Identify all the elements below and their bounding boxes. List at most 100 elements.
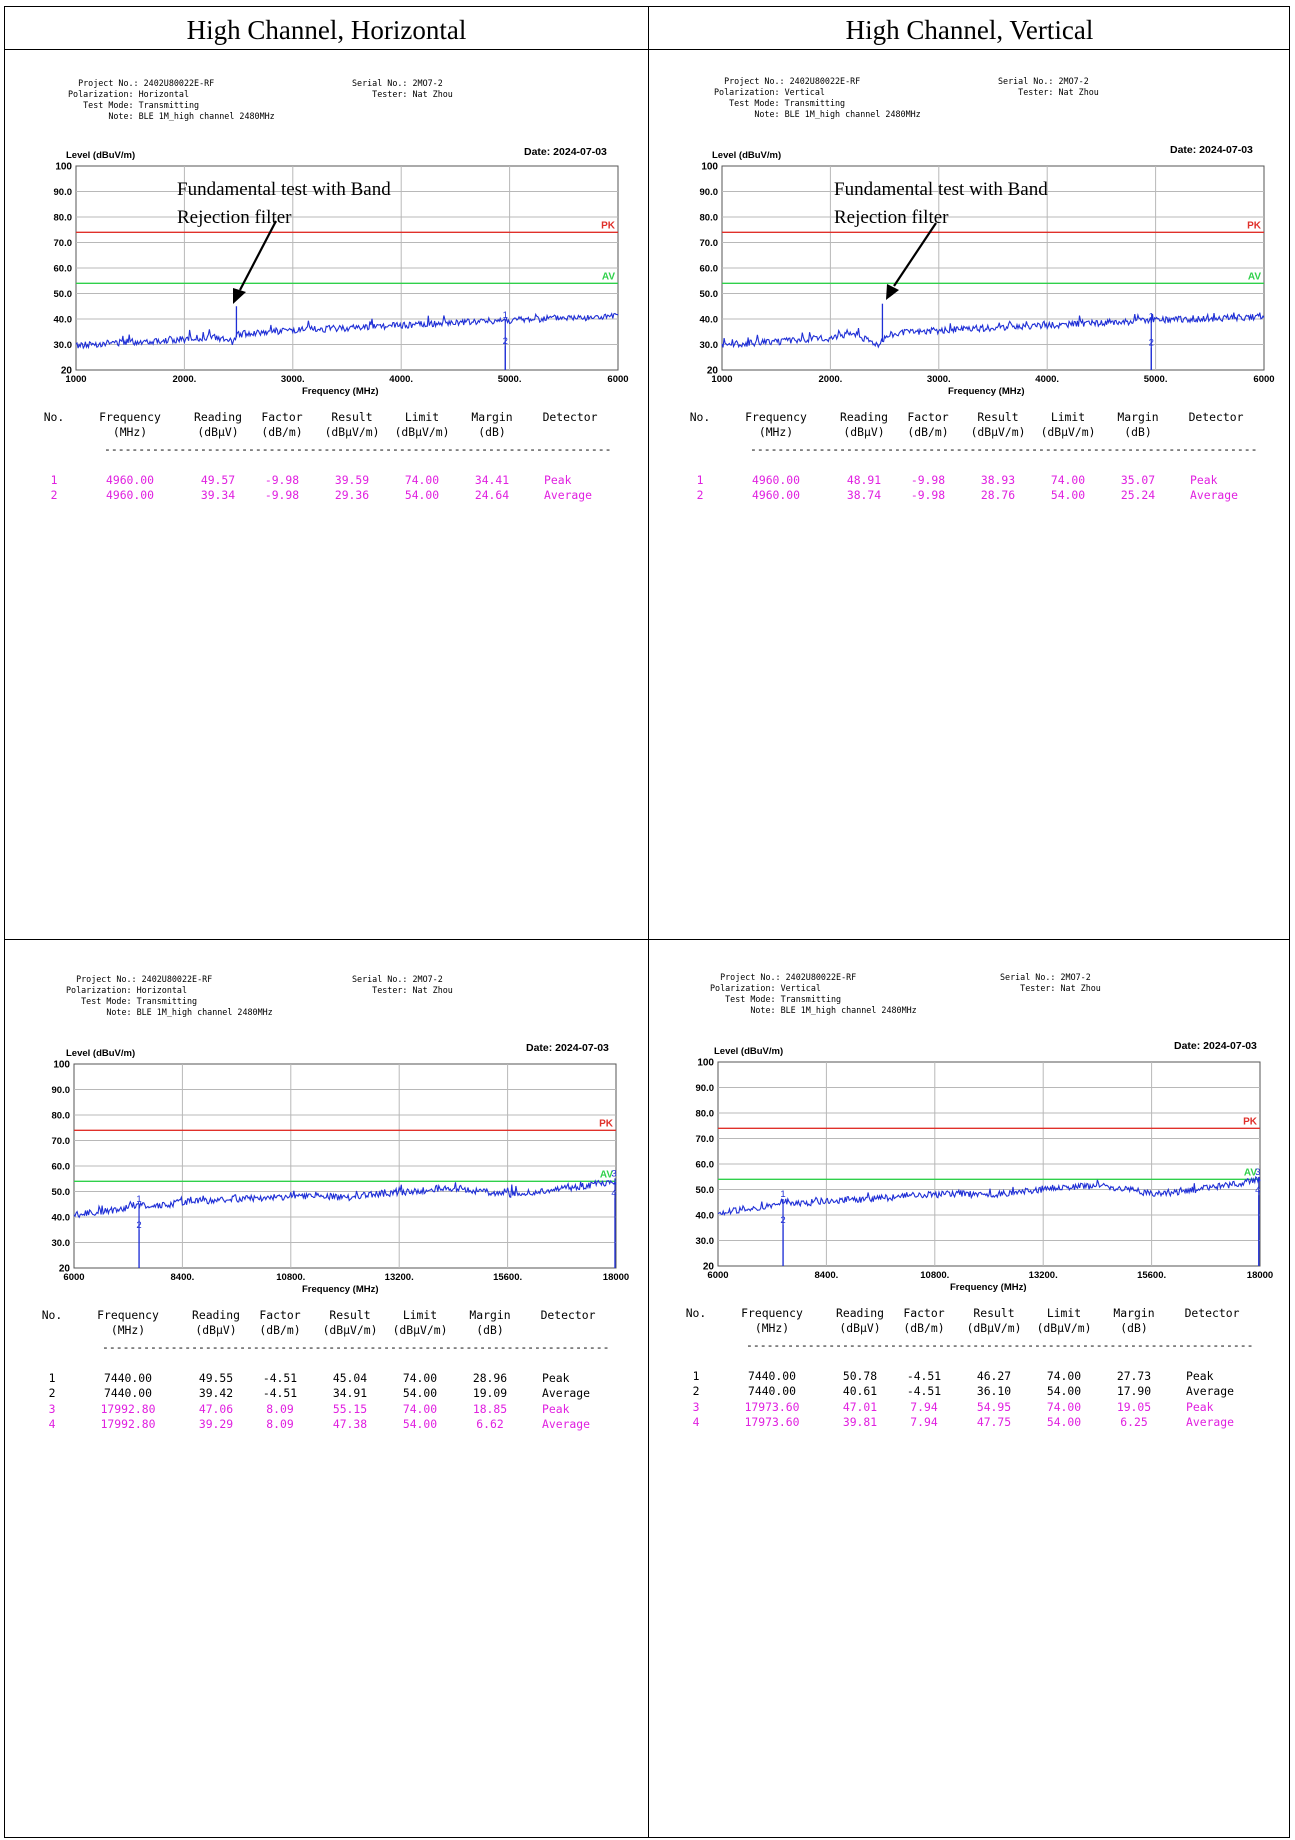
cell-margin: 34.41 (474, 473, 510, 487)
y-tick-label: 40.0 (52, 1213, 71, 1224)
x-tick-label: 18000 (603, 1272, 629, 1283)
cell-no: 2 (48, 1386, 56, 1401)
x-tick-label: 5000. (498, 374, 522, 385)
cell-detector: Peak (544, 473, 572, 487)
cell-result: 38.93 (980, 473, 1016, 487)
column-divider (648, 7, 649, 1837)
cell-result: 45.04 (332, 1371, 368, 1385)
annotation-text: Fundamental test with Band Rejection filt… (177, 176, 391, 232)
table-row: 1 4960.00 49.57 -9.98 39.59 74.00 34.41 Peak (22, 473, 652, 488)
col-header-label: No. (43, 410, 65, 424)
col-header-no: No. (656, 1306, 736, 1321)
col-header-label: No. (689, 410, 711, 424)
col-header-detector: Detector (1172, 1306, 1252, 1321)
col-header-label: Factor (259, 1308, 301, 1322)
col-header-label: Margin (1117, 410, 1159, 424)
x-tick-label: 8400. (171, 1272, 195, 1283)
col-header-unit: (dB/m) (907, 425, 949, 439)
cell-factor: -9.98 (910, 488, 946, 503)
y-tick-label: 50.0 (700, 289, 719, 300)
meta-polarization: Polarization: Vertical (714, 87, 825, 97)
meta-note: Note: BLE 1M_high channel 2480MHz (710, 1005, 917, 1015)
meta-right: Serial No.: 2MO7-2 Tester: Nat Zhou (352, 78, 453, 100)
cell-result: 34.91 (332, 1386, 368, 1401)
col-header-factor: Factor (dB/m) (884, 1306, 964, 1336)
y-tick-label: 80.0 (700, 213, 719, 224)
x-tick-label: 13200. (385, 1272, 414, 1283)
col-header-unit: (MHz) (754, 1321, 790, 1335)
meta-tester: Tester: Nat Zhou (1000, 983, 1101, 993)
table-row: 2 4960.00 38.74 -9.98 28.76 54.00 25.24 Average (668, 488, 1295, 503)
cell-reading: 40.61 (842, 1384, 878, 1399)
chart-date: Date: 2024-07-03 (526, 1042, 609, 1054)
marker-label: 1 (780, 1189, 785, 1200)
col-header-limit: Limit (dBμV/m) (382, 410, 462, 440)
col-header-result: Result (dBμV/m) (310, 1308, 390, 1338)
y-tick-label: 50.0 (696, 1185, 715, 1196)
col-header-unit: (dBμV) (843, 425, 885, 439)
table-row: 4 17992.80 39.29 8.09 47.38 54.00 6.62 Average (20, 1417, 650, 1432)
cell-result: 55.15 (332, 1401, 368, 1416)
col-header-result: Result (dBμV/m) (958, 410, 1038, 440)
table-row: 3 17992.80 47.06 8.09 55.15 74.00 18.85 Peak (20, 1402, 650, 1417)
cell-reading: 50.78 (842, 1369, 878, 1383)
spectrum-chart: 20 30.0 40.0 50.0 60.0 70.0 80.0 90.0 100 1000 200… (700, 162, 1275, 386)
meta-serial: Serial No.: 2MO7-2 (352, 974, 443, 984)
col-header-label: Margin (1113, 1306, 1155, 1320)
cell-limit: 74.00 (1050, 473, 1086, 487)
marker-label: 4 (1255, 1185, 1260, 1196)
table-row: 2 4960.00 39.34 -9.98 29.36 54.00 24.64 Average (22, 488, 652, 503)
marker-label: 2 (136, 1220, 141, 1231)
chart-date: Date: 2024-07-03 (524, 146, 607, 158)
col-header-result: Result (dBμV/m) (954, 1306, 1034, 1336)
header-separator: ----------------------------------------… (746, 1338, 1254, 1352)
cell-detector: Peak (1186, 1399, 1214, 1414)
cell-detector: Peak (542, 1371, 570, 1385)
cell-result: 46.27 (976, 1369, 1012, 1383)
cell-frequency: 17992.80 (100, 1416, 156, 1431)
y-tick-label: 30.0 (54, 340, 73, 351)
meta-left: Project No.: 2402U80022E-RF Polarization:… (68, 78, 275, 122)
cell-no: 1 (692, 1369, 700, 1383)
y-tick-label: 40.0 (696, 1211, 715, 1222)
col-header-label: Factor (907, 410, 949, 424)
marker-label: 1 (136, 1194, 141, 1205)
cell-limit: 54.00 (402, 1416, 438, 1431)
cell-detector: Average (544, 488, 593, 503)
col-header-unit: (MHz) (112, 425, 148, 439)
x-axis-label: Frequency (MHz) (302, 386, 379, 397)
y-axis-label: Level (dBuV/m) (712, 150, 782, 161)
y-tick-label: 60.0 (696, 1160, 715, 1171)
table-row: 3 17973.60 47.01 7.94 54.95 74.00 19.05 Peak (664, 1400, 1294, 1415)
cell-reading: 39.29 (198, 1416, 234, 1431)
x-tick-label: 10800. (920, 1270, 949, 1281)
meta-serial: Serial No.: 2MO7-2 (1000, 972, 1091, 982)
x-tick-label: 15600. (493, 1272, 522, 1283)
y-axis-label: Level (dBuV/m) (66, 150, 136, 161)
annotation-line-1: Fundamental test with Band (177, 179, 391, 200)
y-axis-label: Level (dBuV/m) (714, 1046, 784, 1057)
col-header-factor: Factor (dB/m) (888, 410, 968, 440)
col-header-unit: (dBμV/m) (394, 425, 450, 439)
x-tick-label: 8400. (815, 1270, 839, 1281)
y-axis-label: Level (dBuV/m) (66, 1048, 136, 1059)
y-tick-label: 30.0 (52, 1238, 71, 1249)
y-tick-label: 100 (53, 1060, 70, 1071)
row-divider (5, 939, 1289, 940)
col-header-label: Reading (839, 410, 888, 424)
pk-limit-label: PK (1243, 1116, 1258, 1127)
y-tick-label: 40.0 (700, 315, 719, 326)
meta-project: Project No.: 2402U80022E-RF (710, 972, 857, 982)
col-header-label: Limit (1050, 410, 1086, 424)
x-tick-label: 13200. (1029, 1270, 1058, 1281)
col-header-unit: (dBμV/m) (1036, 1321, 1092, 1335)
cell-reading: 39.81 (842, 1414, 878, 1429)
col-header-label: Result (329, 1308, 371, 1322)
cell-no: 2 (692, 1384, 700, 1399)
spectrum-chart: 20 30.0 40.0 50.0 60.0 70.0 80.0 90.0 100 1000 200… (54, 162, 629, 386)
cell-factor: -4.51 (906, 1384, 942, 1399)
meta-note: Note: BLE 1M_high channel 2480MHz (68, 111, 275, 121)
col-header-unit: (dB) (1120, 1321, 1148, 1335)
spectrum-chart: 20 30.0 40.0 50.0 60.0 70.0 80.0 90.0 100 6000 840… (696, 1058, 1274, 1282)
marker-label: 1 (1149, 312, 1154, 323)
